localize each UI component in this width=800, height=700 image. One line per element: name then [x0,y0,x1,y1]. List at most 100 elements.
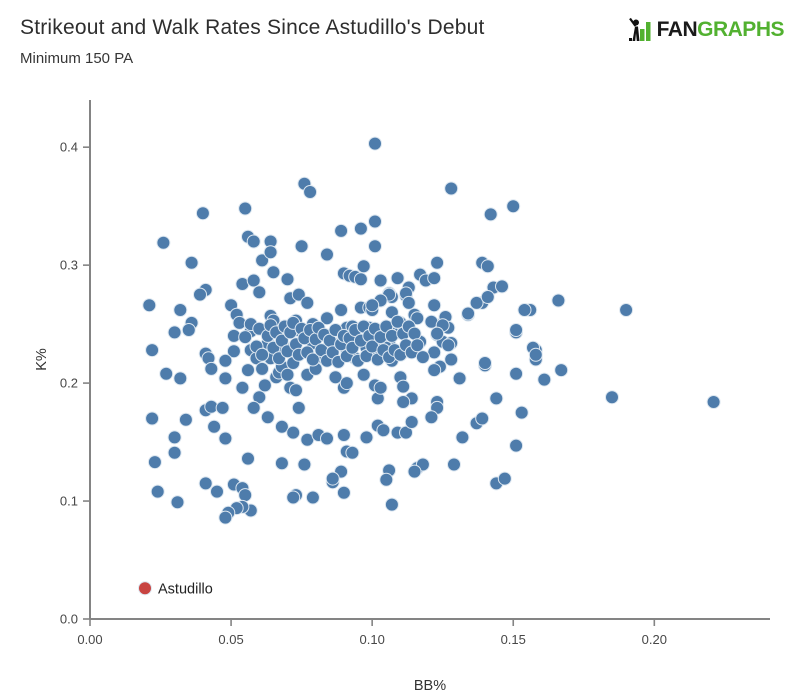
data-point [480,259,495,274]
data-point [478,356,492,370]
data-point [238,488,253,503]
data-point [415,350,430,365]
data-point [193,287,207,302]
data-point [444,181,459,196]
data-point [291,400,306,415]
data-point [218,510,233,525]
data-point [376,423,391,438]
data-point [430,255,445,270]
data-point [320,431,334,446]
data-point [356,259,371,274]
data-point [528,347,543,362]
data-point [509,366,524,381]
data-point [218,431,233,446]
data-point [396,379,411,394]
y-tick-label: 0.2 [60,376,78,391]
data-point [517,303,532,317]
data-point [424,410,439,425]
astudillo-point [138,581,152,596]
data-point [218,371,233,386]
data-point [286,425,301,440]
data-point [619,303,634,317]
data-point [368,214,382,229]
chart-subtitle: Minimum 150 PA [20,50,134,67]
data-point [407,464,422,479]
data-point [235,380,250,395]
data-point [390,271,405,286]
data-point [489,391,504,406]
data-point [551,293,566,308]
data-point [147,455,162,470]
data-point [156,235,171,250]
data-point [238,201,253,216]
data-point [289,383,303,398]
data-point [359,430,374,445]
data-point [167,325,182,340]
y-axis-title: K% [34,348,50,371]
x-tick-label: 0.05 [218,632,243,647]
data-point [410,311,425,326]
data-point [181,323,196,337]
data-point [365,298,380,313]
data-point [399,425,413,440]
data-point [430,326,445,341]
data-point [263,245,278,260]
data-point [303,185,318,199]
data-point [218,353,233,368]
data-point [178,412,193,427]
data-point [300,295,315,310]
data-point [255,347,270,362]
data-point [170,495,185,510]
data-point [509,438,524,453]
data-point [184,255,199,270]
data-point [455,430,470,445]
data-point [246,273,261,288]
data-point [427,363,442,378]
data-point [167,430,182,445]
data-point [280,367,295,382]
data-point [274,419,289,434]
data-point [204,361,219,376]
data-point [145,411,160,426]
fangraphs-logo-text: FANGRAPHS [656,17,785,42]
data-point [706,395,721,409]
data-point [441,338,456,353]
logo-graphs-text: GRAPHS [697,17,784,41]
data-point [401,295,416,310]
data-point [427,271,442,286]
data-point [241,363,255,378]
data-point [537,372,552,387]
data-point [384,328,399,343]
data-point [255,253,270,268]
data-point [159,366,174,381]
data-point [215,400,230,415]
data-point [325,471,340,486]
data-point [142,298,157,313]
data-point [260,410,275,425]
y-tick-label: 0.4 [60,140,78,155]
data-point [407,326,422,341]
data-point [379,472,394,487]
data-point [145,343,160,358]
data-point [404,415,419,429]
data-point [173,371,188,386]
data-point [373,380,388,395]
data-point [469,295,484,310]
data-point [427,298,442,313]
data-point [173,303,188,317]
data-point [554,363,569,378]
data-point [305,352,320,367]
data-point [339,376,354,391]
data-point [294,239,309,254]
logo-fan-text: FAN [656,17,698,41]
data-point [320,247,334,262]
y-tick-label: 0.3 [60,258,78,273]
data-point [274,456,289,471]
data-point [353,221,368,236]
data-point [246,400,261,415]
data-point [514,405,529,420]
data-point [328,370,343,385]
y-tick-label: 0.0 [60,612,78,627]
data-point [605,390,619,405]
